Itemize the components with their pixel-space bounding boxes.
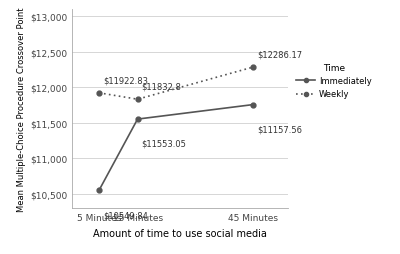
Text: $12286.17: $12286.17 (257, 50, 302, 59)
Immediately (97, 189, 102, 192)
Immediately (251, 104, 256, 107)
Text: $11832.8: $11832.8 (142, 82, 181, 91)
Y-axis label: Mean Multiple-Choice Procedure Crossover Point: Mean Multiple-Choice Procedure Crossover… (17, 7, 26, 211)
Weekly (135, 98, 140, 101)
Immediately (135, 118, 140, 121)
Line: Immediately: Immediately (96, 103, 256, 193)
Line: Weekly: Weekly (96, 65, 256, 102)
Legend: Immediately, Weekly: Immediately, Weekly (296, 64, 372, 99)
Text: $11922.83: $11922.83 (103, 76, 148, 85)
Text: $11157.56: $11157.56 (257, 125, 302, 134)
Text: $11553.05: $11553.05 (142, 139, 186, 148)
Weekly (251, 66, 256, 69)
X-axis label: Amount of time to use social media: Amount of time to use social media (93, 228, 267, 237)
Weekly (97, 92, 102, 95)
Text: $10549.84: $10549.84 (103, 210, 148, 219)
